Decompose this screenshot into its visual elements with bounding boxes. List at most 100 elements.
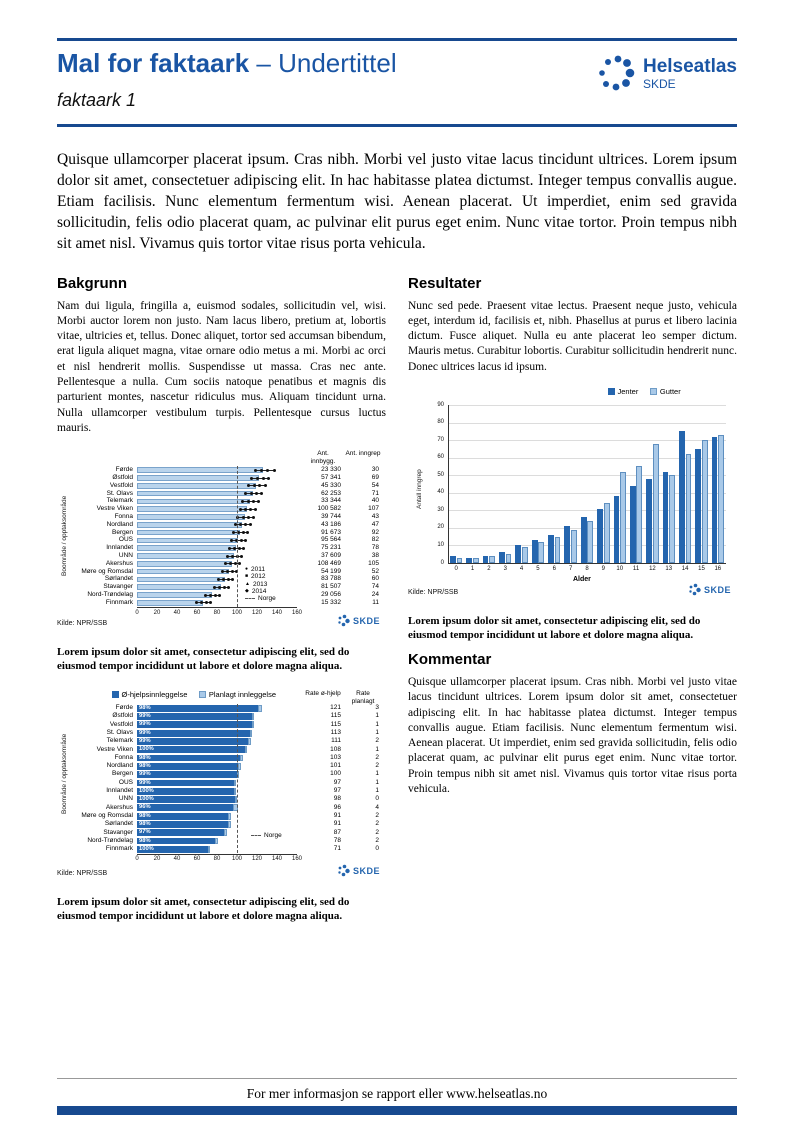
year-marker: [216, 577, 220, 581]
legend-item-gutter: Gutter: [650, 387, 681, 396]
legend-label: 2013: [252, 580, 268, 588]
value-inngrep: 82: [371, 536, 379, 544]
planlagt-bar: [224, 829, 227, 837]
x-tick-label: 8: [585, 566, 589, 573]
planlagt-bar: [252, 721, 254, 729]
gutter-bar: [587, 520, 594, 563]
year-marker: [243, 507, 247, 511]
value-inngrep: 92: [371, 528, 379, 536]
year-range-whisker: [240, 508, 255, 510]
year-range-whisker: [235, 524, 250, 526]
year-marker-icon: ■: [245, 573, 249, 580]
footer-rule: [57, 1078, 737, 1079]
year-range-whisker: [227, 555, 241, 557]
skde-logo-icon: [338, 614, 350, 627]
value-rate-ohjelp: 115: [330, 712, 341, 720]
row-label: Finnmark: [105, 845, 133, 853]
row-label: OUS: [118, 778, 133, 786]
y-tick-label: 20: [437, 524, 444, 531]
rate-bar: [137, 545, 236, 551]
value-innbygg: 95 564: [321, 536, 341, 544]
jenter-bar: [548, 534, 554, 563]
ohjelp-bar: 99%: [137, 713, 252, 720]
year-marker: [257, 484, 261, 488]
year-marker: [259, 492, 263, 496]
row-label: Nordland: [106, 762, 133, 770]
planlagt-bar: [235, 796, 237, 803]
year-marker: [217, 585, 221, 589]
year-marker: [253, 468, 257, 472]
gridline: [448, 510, 726, 512]
row-label: Nordland: [106, 520, 133, 528]
page-title: Mal for faktaark – Undertittel: [57, 48, 397, 79]
value-rate-ohjelp: 121: [330, 704, 341, 712]
ohjelp-bar: 100%: [137, 796, 235, 803]
gridline: [448, 475, 726, 477]
footer-bottom-bar: [57, 1106, 737, 1115]
ohjelp-bar: 99%: [137, 721, 252, 729]
gridline: [448, 422, 726, 424]
year-marker: [221, 577, 225, 581]
value-rate-planlagt: 2: [375, 737, 379, 745]
skde-logo: SKDE: [337, 614, 380, 627]
year-range-whisker: [218, 578, 232, 580]
year-range-whisker: [242, 500, 258, 502]
resultater-body: Nunc sed pede. Praesent vitae lectus. Pr…: [408, 299, 737, 373]
x-tick-label: 5: [536, 566, 540, 573]
year-range-whisker: [196, 602, 210, 604]
row-label: Østfold: [112, 473, 133, 481]
value-rate-planlagt: 0: [375, 795, 379, 803]
chart1-source: Kilde: NPR/SSB: [57, 620, 108, 628]
year-marker: [233, 562, 237, 566]
rate-bar: [137, 475, 259, 481]
value-inngrep: 40: [371, 497, 379, 505]
jenter-bar: [466, 557, 473, 563]
ohjelp-bar: 97%: [137, 829, 224, 837]
jenter-bar: [449, 555, 456, 563]
year-range-whisker: [248, 485, 265, 487]
year-marker: [234, 570, 238, 574]
row-label: Telemark: [106, 737, 133, 745]
gutter-bar: [636, 466, 643, 563]
year-marker: [245, 531, 249, 535]
year-marker: [220, 570, 224, 574]
value-rate-ohjelp: 97: [333, 778, 341, 786]
row-label: Vestfold: [109, 481, 133, 489]
year-marker: [227, 546, 231, 550]
x-tick-label: 120: [251, 856, 262, 863]
value-rate-ohjelp: 108: [330, 745, 341, 753]
y-tick-label: 60: [437, 454, 444, 461]
y-tick-label: 80: [437, 419, 444, 426]
value-innbygg: 29 056: [321, 590, 341, 598]
x-tick-label: 10: [616, 566, 624, 573]
ohjelp-bar: 98%: [137, 754, 240, 762]
gutter-bar: [620, 471, 626, 563]
x-tick-label: 16: [714, 566, 722, 573]
row-label: Telemark: [106, 497, 133, 505]
legend-item-norge: Norge: [245, 595, 276, 602]
value-rate-planlagt: 1: [375, 778, 379, 786]
value-innbygg: 15 332: [321, 598, 341, 606]
planlagt-bar: [250, 729, 252, 737]
row-label: Møre og Romsdal: [81, 811, 133, 819]
x-tick-label: 0: [135, 856, 139, 863]
year-marker: [212, 585, 216, 589]
year-marker: [228, 562, 232, 566]
year-marker: [233, 523, 237, 527]
value-inngrep: 38: [371, 551, 379, 559]
gutter-bar: [489, 555, 496, 563]
value-rate-ohjelp: 96: [333, 803, 341, 811]
row-label: Stavanger: [103, 828, 133, 836]
x-tick-label: 100: [231, 856, 242, 863]
year-marker: [223, 562, 227, 566]
ohjelp-bar: 100%: [137, 787, 234, 795]
value-rate-planlagt: 2: [375, 820, 379, 828]
planlagt-bar: [240, 754, 243, 762]
y-tick-label: 90: [437, 401, 444, 408]
x-tick-label: 11: [632, 566, 640, 573]
row-label: Førde: [115, 704, 133, 712]
year-marker: [251, 499, 255, 503]
rate-bar: [137, 537, 238, 544]
row-label: Bergen: [112, 528, 133, 536]
legend-label-jenter: Jenter: [617, 387, 639, 397]
